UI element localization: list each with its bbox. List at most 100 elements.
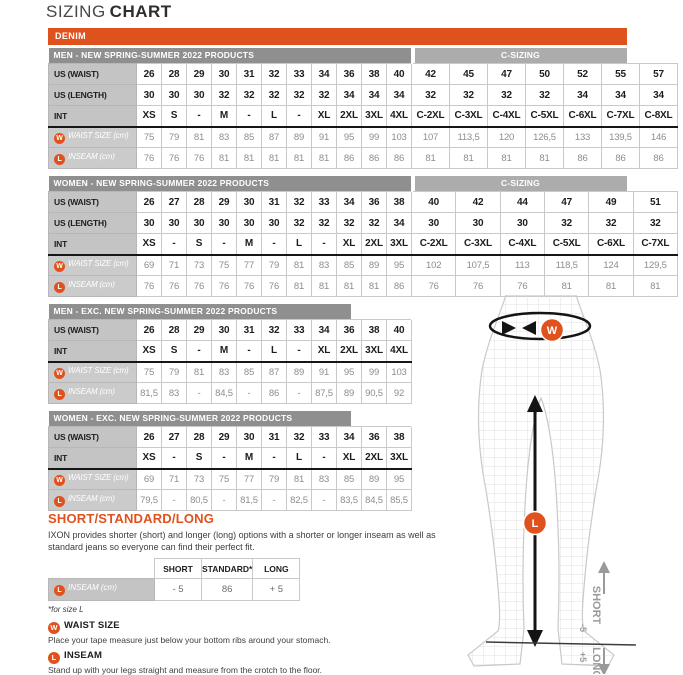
measure-value-cell: 76 <box>136 147 162 169</box>
row-label-text: US (LENGTH) <box>54 218 107 228</box>
size-value-cell: 32 <box>336 212 362 234</box>
measure-value-cell: 83,5 <box>336 489 362 511</box>
waist-arrowhead-left-icon <box>522 321 536 335</box>
size-value-cell: 32 <box>261 84 287 106</box>
size-value-cell: 34 <box>639 84 678 106</box>
size-value-cell: 33 <box>311 191 337 213</box>
short-standard-long-description: IXON provides shorter (short) and longer… <box>48 530 436 552</box>
table-row: INT XS S - M - L - XL 2XL 3XL 4XL C-2XL C-3XL C-4XL C-5… <box>48 105 678 128</box>
measure-value-cell: 81 <box>236 147 262 169</box>
size-value-cell: - <box>186 105 212 128</box>
table-row: L INSEAM (cm) 76 76 76 81 81 81 81 81 86 86 86 81 81 81… <box>48 147 678 169</box>
measure-value-cell: 76 <box>499 275 545 297</box>
sizing-table-men-exc: MEN - EXC. NEW SPRING-SUMMER 2022 PRODUC… <box>48 304 413 404</box>
size-value-cell: C-7XL <box>632 233 678 256</box>
size-value-cell: - <box>161 233 187 256</box>
measure-value-cell: 86 <box>386 275 412 297</box>
measure-value-cell: 81 <box>588 275 634 297</box>
table-row: US (WAIST) 26 27 28 29 30 31 32 33 34 36 38 <box>48 426 412 448</box>
measure-value-cell: 76 <box>455 275 501 297</box>
size-value-cell: 36 <box>336 63 362 85</box>
sizing-table-women-exc: WOMEN - EXC. NEW SPRING-SUMMER 2022 PROD… <box>48 411 413 511</box>
inseam-badge-icon: L <box>54 585 65 596</box>
size-value-cell: - <box>311 447 337 470</box>
size-value-cell: 36 <box>361 426 387 448</box>
table-title: MEN - NEW SPRING-SUMMER 2022 PRODUCTS <box>48 48 411 63</box>
measure-value-cell: 81 <box>286 254 312 276</box>
c-sizing-title: C-SIZING <box>414 48 627 63</box>
row-label-text: US (WAIST) <box>54 432 99 442</box>
size-value-cell: 32 <box>525 84 564 106</box>
size-value-cell: C-5XL <box>525 105 564 128</box>
measure-value-cell: 81 <box>336 275 362 297</box>
size-value-cell: 30 <box>211 319 237 341</box>
size-value-cell: 32 <box>311 212 337 234</box>
measure-value-cell: - <box>311 489 337 511</box>
ssl-row-label: L INSEAM (cm) <box>48 578 155 601</box>
size-value-cell: 42 <box>411 63 450 85</box>
pants-wireframe <box>467 295 615 667</box>
waist-size-note-title: WAIST SIZE <box>64 620 120 631</box>
row-label: L INSEAM (cm) <box>48 147 137 169</box>
inseam-note-title: INSEAM <box>64 650 103 661</box>
table-title: WOMEN - NEW SPRING-SUMMER 2022 PRODUCTS <box>48 176 411 191</box>
size-value-cell: C-4XL <box>499 233 545 256</box>
table-row: W WAIST SIZE (cm) 69 71 73 75 77 79 81 83 85 89 95 <box>48 468 412 490</box>
size-value-cell: 32 <box>211 84 237 106</box>
size-value-cell: 27 <box>161 426 187 448</box>
short-value: -5 <box>578 624 588 632</box>
row-label-text: INSEAM (cm) <box>68 279 115 289</box>
page-title-light: SIZING <box>46 2 106 21</box>
size-value-cell: 32 <box>286 84 312 106</box>
size-value-cell: 33 <box>311 426 337 448</box>
measure-value-cell: 77 <box>236 254 262 276</box>
row-label: W WAIST SIZE (cm) <box>48 468 137 490</box>
measure-value-cell: 102 <box>410 254 457 276</box>
measure-value-cell: 76 <box>161 147 187 169</box>
inseam-badge-icon: L <box>54 153 65 165</box>
measure-value-cell: 133 <box>563 126 602 148</box>
short-label: SHORT <box>590 586 602 625</box>
measure-value-cell: 113,5 <box>449 126 488 148</box>
size-value-cell: S <box>186 233 212 256</box>
size-value-cell: 26 <box>136 426 162 448</box>
size-value-cell: 34 <box>563 84 602 106</box>
size-value-cell: S <box>161 340 187 363</box>
size-value-cell: 44 <box>499 191 545 213</box>
row-label-text: INSEAM (cm) <box>68 386 115 396</box>
size-value-cell: 32 <box>236 84 262 106</box>
measure-value-cell: 89 <box>336 382 362 404</box>
size-value-cell: 30 <box>161 212 187 234</box>
row-label: W WAIST SIZE (cm) <box>48 361 137 383</box>
row-label: L INSEAM (cm) <box>48 275 137 297</box>
size-value-cell: 34 <box>336 426 362 448</box>
size-value-cell: C-3XL <box>449 105 488 128</box>
waist-badge-letter: W <box>547 325 558 337</box>
measure-value-cell: 73 <box>186 254 212 276</box>
measure-value-cell: 81 <box>286 275 312 297</box>
measure-value-cell: 129,5 <box>632 254 678 276</box>
table-title-cell: WOMEN - NEW SPRING-SUMMER 2022 PRODUCTS <box>48 176 413 192</box>
size-value-cell: 38 <box>361 319 387 341</box>
inseam-badge-letter: L <box>532 518 539 530</box>
measure-value-cell: 76 <box>136 275 162 297</box>
measure-value-cell: 76 <box>211 275 237 297</box>
size-value-cell: - <box>311 233 337 256</box>
table-row: US (LENGTH) 30 30 30 32 32 32 32 32 34 34 34 32 32 32 3… <box>48 84 678 106</box>
measure-value-cell: 85,5 <box>386 489 412 511</box>
table-row: US (WAIST) 26 27 28 29 30 31 32 33 34 36 38 40 42 44 47… <box>48 191 678 213</box>
table-row: W WAIST SIZE (cm) 75 79 81 83 85 87 89 91 95 99 103 1… <box>48 126 678 148</box>
size-value-cell: XS <box>136 447 162 470</box>
measure-value-cell: 81 <box>632 275 678 297</box>
inseam-badge-icon <box>522 510 548 536</box>
measure-value-cell: 81 <box>449 147 488 169</box>
size-value-cell: 32 <box>286 191 312 213</box>
table-header-row: MEN - NEW SPRING-SUMMER 2022 PRODUCTS C-S… <box>48 48 678 64</box>
size-value-cell: - <box>186 340 212 363</box>
table-row: US (WAIST) 26 28 29 30 31 32 33 34 36 38 40 <box>48 319 412 341</box>
size-value-cell: XL <box>311 340 337 363</box>
size-value-cell: 30 <box>236 212 262 234</box>
measure-value-cell: 89 <box>286 361 312 383</box>
size-value-cell: XS <box>136 233 162 256</box>
row-label: US (WAIST) <box>48 63 137 85</box>
